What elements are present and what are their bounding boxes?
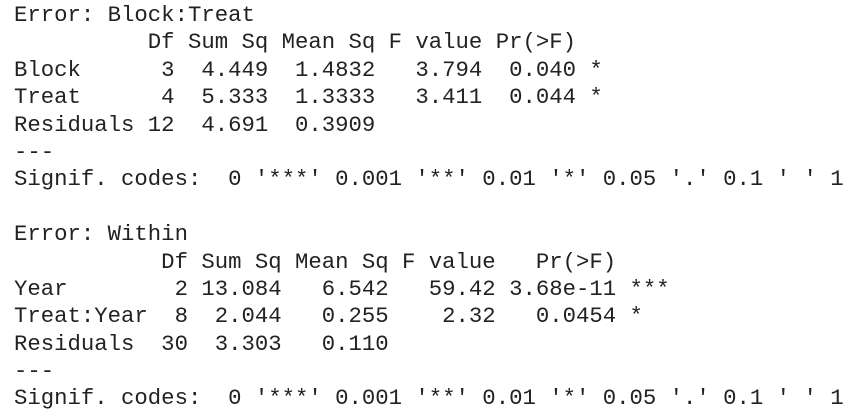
anova-row-block: Block 3 4.449 1.4832 3.794 0.040 * xyxy=(14,56,603,83)
blank-line xyxy=(14,194,858,221)
anova-row-residuals: Residuals 30 3.303 0.110 xyxy=(14,330,389,357)
signif-codes-line: Signif. codes: 0 '***' 0.001 '**' 0.01 '… xyxy=(14,166,844,193)
anova-table-header: Df Sum Sq Mean Sq F value Pr(>F) xyxy=(14,29,576,56)
error-stratum-title-within: Error: Within xyxy=(14,221,188,248)
error-stratum-title-block-treat: Error: Block:Treat xyxy=(14,2,255,28)
separator-dashes: --- xyxy=(14,138,55,165)
signif-codes-line: Signif. codes: 0 '***' 0.001 '**' 0.01 '… xyxy=(14,385,844,412)
anova-table-header: Df Sum Sq Mean Sq F value Pr(>F) xyxy=(14,248,617,275)
anova-row-year: Year 2 13.084 6.542 59.42 3.68e-11 *** xyxy=(14,275,670,302)
anova-row-residuals: Residuals 12 4.691 0.3909 xyxy=(14,111,376,138)
separator-dashes: --- xyxy=(14,358,55,385)
anova-row-treat-year: Treat:Year 8 2.044 0.255 2.32 0.0454 * xyxy=(14,303,643,330)
anova-row-treat: Treat 4 5.333 1.3333 3.411 0.044 * xyxy=(14,84,603,111)
